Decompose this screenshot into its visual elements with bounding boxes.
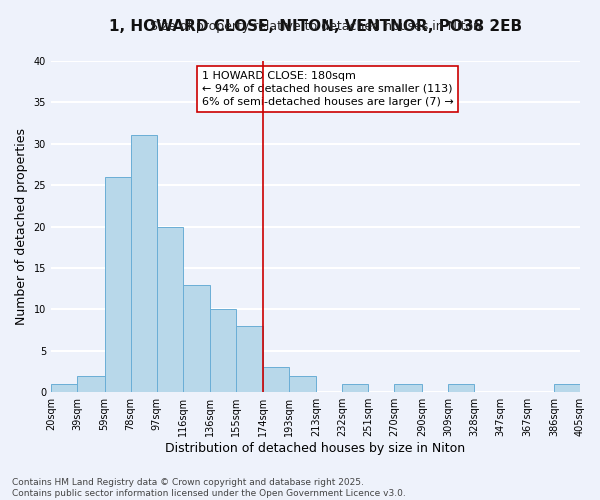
Bar	[236, 326, 263, 392]
Bar	[342, 384, 368, 392]
Bar	[289, 376, 316, 392]
Bar	[448, 384, 474, 392]
Bar	[211, 310, 236, 392]
Bar	[51, 384, 77, 392]
Bar	[157, 226, 183, 392]
Bar	[554, 384, 580, 392]
Text: 1, HOWARD CLOSE, NITON, VENTNOR, PO38 2EB: 1, HOWARD CLOSE, NITON, VENTNOR, PO38 2E…	[109, 20, 522, 34]
Text: 1 HOWARD CLOSE: 180sqm
← 94% of detached houses are smaller (113)
6% of semi-det: 1 HOWARD CLOSE: 180sqm ← 94% of detached…	[202, 70, 454, 107]
Bar	[263, 368, 289, 392]
Bar	[394, 384, 422, 392]
Bar	[104, 177, 131, 392]
Text: Contains HM Land Registry data © Crown copyright and database right 2025.
Contai: Contains HM Land Registry data © Crown c…	[12, 478, 406, 498]
Y-axis label: Number of detached properties: Number of detached properties	[15, 128, 28, 325]
Bar	[183, 284, 211, 392]
Bar	[131, 136, 157, 392]
X-axis label: Distribution of detached houses by size in Niton: Distribution of detached houses by size …	[166, 442, 466, 455]
Title: Size of property relative to detached houses in Niton: Size of property relative to detached ho…	[150, 20, 481, 33]
Bar	[77, 376, 104, 392]
